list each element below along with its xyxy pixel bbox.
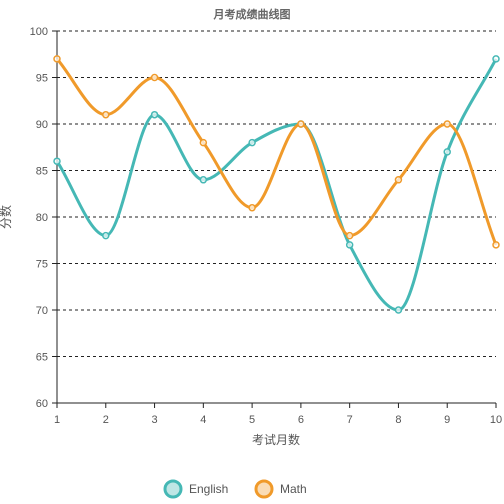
data-point-english-7 <box>345 241 354 249</box>
legend-item-english[interactable]: English <box>163 479 228 499</box>
data-point-math-8 <box>394 176 403 184</box>
data-point-english-10 <box>492 55 500 63</box>
y-tick-label: 75 <box>36 259 48 271</box>
data-point-math-3 <box>150 73 159 82</box>
legend-item-math[interactable]: Math <box>254 479 307 499</box>
series-line-english <box>55 58 498 312</box>
x-tick-label: 3 <box>151 414 157 426</box>
x-tick-label: 4 <box>200 414 206 426</box>
data-point-math-4 <box>199 138 208 147</box>
data-point-english-4 <box>199 176 208 184</box>
y-tick-label: 60 <box>36 398 48 410</box>
x-tick-label: 7 <box>347 414 353 426</box>
axes <box>56 31 497 408</box>
x-tick-labels: 1 2 3 4 5 6 7 8 9 10 <box>54 414 502 426</box>
x-axis-title: 考试月数 <box>252 432 300 447</box>
x-tick-label: 5 <box>249 414 255 426</box>
x-tick-label: 9 <box>444 414 450 426</box>
y-tick-labels: 60 65 70 75 80 85 90 95 100 <box>30 26 48 410</box>
legend-label-math: Math <box>280 482 307 496</box>
x-tick-label: 1 <box>54 414 60 426</box>
data-point-english-9 <box>443 148 451 156</box>
data-point-english-1 <box>53 157 61 165</box>
data-point-math-5 <box>248 203 256 212</box>
y-tick-label: 95 <box>36 73 48 85</box>
data-point-math-9 <box>443 120 451 128</box>
y-tick-label: 100 <box>30 26 48 38</box>
legend-marker-english <box>163 479 183 499</box>
data-point-math-1 <box>53 55 61 63</box>
legend-marker-math <box>254 479 274 499</box>
series-group <box>53 55 500 314</box>
y-tick-label: 65 <box>36 352 48 364</box>
data-point-math-7 <box>345 231 354 240</box>
legend-label-english: English <box>189 482 228 496</box>
data-point-english-2 <box>102 231 110 240</box>
data-point-english-5 <box>248 138 256 147</box>
y-tick-label: 85 <box>36 166 48 178</box>
x-tick-label: 10 <box>490 414 502 426</box>
x-tick-label: 8 <box>395 414 401 426</box>
y-tick-label: 70 <box>36 305 48 317</box>
data-point-math-10 <box>492 241 500 249</box>
data-point-english-8 <box>394 306 403 314</box>
y-tick-label: 80 <box>36 212 48 224</box>
series-english <box>53 55 500 314</box>
x-tick-label: 6 <box>298 414 304 426</box>
y-tick-label: 90 <box>36 119 48 131</box>
series-math <box>53 55 500 249</box>
x-tick-label: 2 <box>103 414 109 426</box>
chart-title: 月考成绩曲线图 <box>213 7 291 21</box>
data-point-math-2 <box>102 110 110 119</box>
y-axis-title: 分数 <box>0 205 13 229</box>
legend[interactable]: English Math <box>163 479 307 499</box>
data-point-english-3 <box>150 110 159 119</box>
data-point-math-6 <box>297 120 305 128</box>
series-line-math <box>55 57 498 246</box>
